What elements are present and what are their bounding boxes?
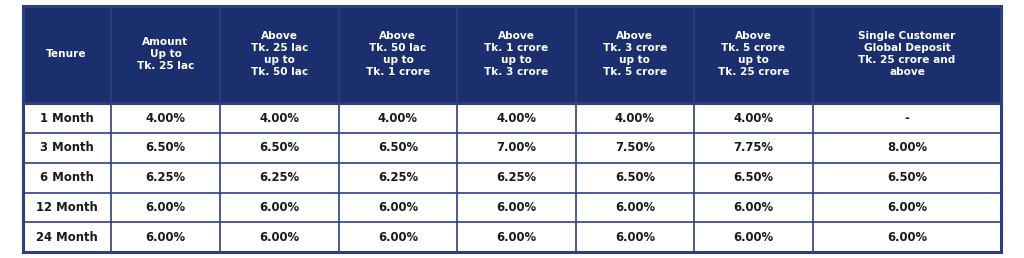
Bar	[457, 6, 575, 103]
Text: 6.50%: 6.50%	[614, 171, 655, 184]
Bar	[575, 6, 694, 103]
Text: 6.50%: 6.50%	[145, 141, 185, 154]
Text: 4.00%: 4.00%	[733, 111, 773, 125]
Text: 6.00%: 6.00%	[887, 201, 927, 214]
Text: 6.25%: 6.25%	[259, 171, 300, 184]
Bar	[111, 6, 220, 103]
Text: 6.00%: 6.00%	[145, 231, 185, 244]
Text: 6.00%: 6.00%	[497, 231, 537, 244]
Text: 6.00%: 6.00%	[733, 231, 773, 244]
Text: 4.00%: 4.00%	[614, 111, 655, 125]
Text: 6.25%: 6.25%	[497, 171, 537, 184]
Text: 1 Month: 1 Month	[40, 111, 93, 125]
Text: Tenure: Tenure	[46, 49, 87, 59]
Bar	[23, 222, 1001, 252]
Text: 6 Month: 6 Month	[40, 171, 93, 184]
Text: Amount
Up to
Tk. 25 lac: Amount Up to Tk. 25 lac	[137, 37, 195, 71]
Text: Above
Tk. 50 lac
up to
Tk. 1 crore: Above Tk. 50 lac up to Tk. 1 crore	[366, 31, 430, 77]
Text: 6.00%: 6.00%	[259, 201, 300, 214]
Text: 4.00%: 4.00%	[378, 111, 418, 125]
Text: 4.00%: 4.00%	[259, 111, 299, 125]
Bar	[23, 193, 1001, 222]
Text: Above
Tk. 5 crore
up to
Tk. 25 crore: Above Tk. 5 crore up to Tk. 25 crore	[718, 31, 790, 77]
Text: 6.00%: 6.00%	[259, 231, 300, 244]
Text: Above
Tk. 25 lac
up to
Tk. 50 lac: Above Tk. 25 lac up to Tk. 50 lac	[251, 31, 308, 77]
Text: 6.50%: 6.50%	[259, 141, 300, 154]
Text: Above
Tk. 1 crore
up to
Tk. 3 crore: Above Tk. 1 crore up to Tk. 3 crore	[484, 31, 549, 77]
Text: 6.00%: 6.00%	[497, 201, 537, 214]
Text: Single Customer
Global Deposit
Tk. 25 crore and
above: Single Customer Global Deposit Tk. 25 cr…	[858, 31, 955, 77]
Text: 7.00%: 7.00%	[497, 141, 537, 154]
Bar	[812, 6, 1001, 103]
Text: 6.50%: 6.50%	[887, 171, 927, 184]
Text: 6.00%: 6.00%	[378, 201, 418, 214]
Text: 6.00%: 6.00%	[887, 231, 927, 244]
Text: -: -	[904, 111, 909, 125]
Text: 6.00%: 6.00%	[145, 201, 185, 214]
Text: 6.00%: 6.00%	[733, 201, 773, 214]
Text: Above
Tk. 3 crore
up to
Tk. 5 crore: Above Tk. 3 crore up to Tk. 5 crore	[603, 31, 667, 77]
Bar	[694, 6, 812, 103]
Text: 8.00%: 8.00%	[887, 141, 927, 154]
Text: 6.50%: 6.50%	[378, 141, 418, 154]
Bar	[220, 6, 339, 103]
Bar	[23, 6, 111, 103]
Text: 12 Month: 12 Month	[36, 201, 97, 214]
Text: 7.50%: 7.50%	[614, 141, 655, 154]
Text: 6.00%: 6.00%	[378, 231, 418, 244]
Bar	[23, 103, 1001, 133]
Text: 3 Month: 3 Month	[40, 141, 93, 154]
Text: 6.00%: 6.00%	[614, 201, 655, 214]
Bar	[23, 163, 1001, 193]
Text: 7.75%: 7.75%	[733, 141, 773, 154]
Text: 6.25%: 6.25%	[378, 171, 418, 184]
Bar	[23, 133, 1001, 163]
Text: 6.00%: 6.00%	[614, 231, 655, 244]
Text: 6.25%: 6.25%	[145, 171, 185, 184]
Text: 4.00%: 4.00%	[497, 111, 537, 125]
Bar	[339, 6, 457, 103]
Text: 6.50%: 6.50%	[733, 171, 773, 184]
Text: 24 Month: 24 Month	[36, 231, 97, 244]
Text: 4.00%: 4.00%	[145, 111, 185, 125]
